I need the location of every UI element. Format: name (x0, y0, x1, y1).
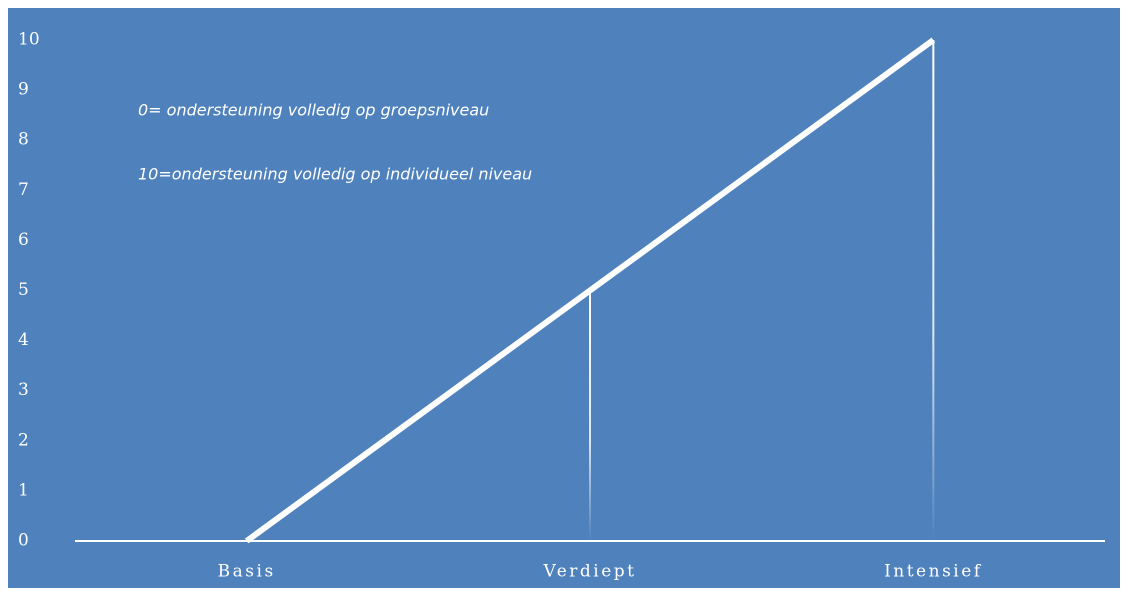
annotation: 10=ondersteuning volledig op individueel… (138, 165, 532, 184)
y-tick-label: 8 (18, 130, 29, 150)
x-tick-label: Basis (218, 562, 276, 582)
y-tick-label: 2 (18, 430, 29, 450)
chart-background (8, 8, 1120, 588)
y-tick-label: 5 (18, 280, 29, 300)
drop-line (932, 40, 935, 541)
y-tick-label: 4 (18, 330, 29, 350)
y-tick-label: 10 (18, 30, 40, 50)
y-tick-label: 1 (18, 480, 29, 500)
y-tick-label: 0 (18, 531, 29, 551)
y-tick-label: 3 (18, 380, 29, 400)
line (244, 37, 936, 544)
x-tick-label: Intensief (884, 562, 983, 582)
x-tick-label: Verdiept (543, 562, 637, 582)
y-tick-label: 6 (18, 230, 29, 250)
drop-line (589, 290, 591, 541)
y-tick-label: 9 (18, 80, 29, 100)
annotation: 0= ondersteuning volledig op groepsnivea… (138, 101, 489, 120)
y-tick-label: 7 (18, 180, 29, 200)
